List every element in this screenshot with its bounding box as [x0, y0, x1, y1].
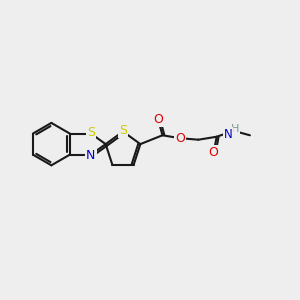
- Text: O: O: [153, 112, 163, 126]
- Text: O: O: [209, 146, 219, 159]
- Text: H: H: [231, 124, 239, 134]
- Text: N: N: [224, 128, 233, 141]
- Text: S: S: [119, 124, 127, 136]
- Text: O: O: [175, 132, 185, 145]
- Text: N: N: [86, 149, 96, 162]
- Text: S: S: [87, 126, 95, 139]
